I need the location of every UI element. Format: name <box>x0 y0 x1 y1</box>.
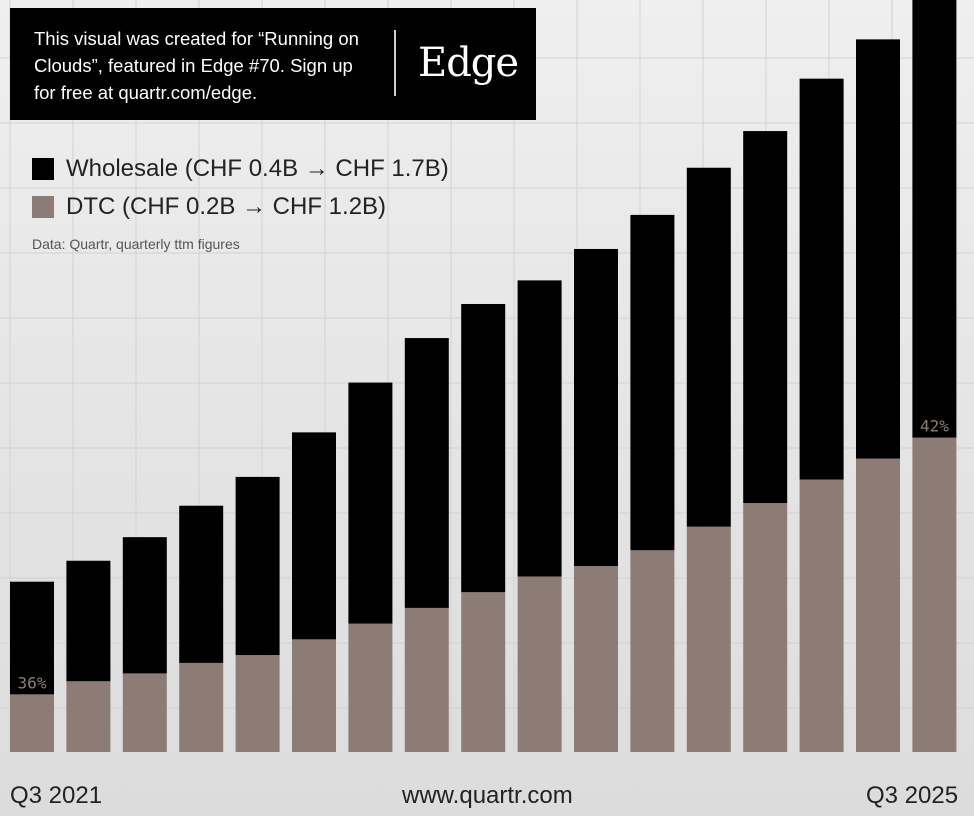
bar-wholesale <box>235 476 280 656</box>
website-link[interactable]: www.quartr.com <box>402 782 573 809</box>
promo-banner: This visual was created for “Running on … <box>10 8 536 120</box>
bar-dtc <box>517 576 562 752</box>
bar-dtc <box>179 662 224 752</box>
banner-divider <box>394 30 396 96</box>
bar-dtc <box>856 458 900 752</box>
x-axis-end-label: Q3 2025 <box>866 782 959 809</box>
bar-dtc <box>10 694 54 752</box>
bar-wholesale <box>630 214 675 551</box>
bar-dtc <box>122 673 167 752</box>
bar-wholesale <box>122 537 167 674</box>
bar-dtc <box>686 526 731 752</box>
bar-dtc <box>574 565 618 752</box>
bar-dtc <box>292 639 336 752</box>
bar-wholesale <box>292 432 336 640</box>
bar-dtc <box>461 592 506 752</box>
bar-wholesale <box>517 280 562 577</box>
bars <box>10 0 957 752</box>
legend: Wholesale (CHF 0.4B → CHF 1.7B) DTC (CHF… <box>32 150 449 226</box>
bar-wholesale <box>348 382 393 624</box>
bar-dtc <box>66 681 111 752</box>
banner-text: This visual was created for “Running on … <box>34 28 359 103</box>
bar-wholesale <box>404 338 449 608</box>
bar-dtc <box>630 550 675 752</box>
bar-wholesale <box>743 131 788 504</box>
bar-dtc <box>743 503 788 752</box>
legend-swatch-dtc <box>32 196 54 218</box>
bar-dtc <box>348 623 393 752</box>
bar-wholesale <box>66 560 111 682</box>
bar-wholesale <box>686 167 731 527</box>
bar-wholesale <box>10 581 54 695</box>
share-label: 36% <box>18 673 47 692</box>
bar-dtc <box>404 607 449 752</box>
bar-dtc <box>912 437 957 752</box>
bar-wholesale <box>799 78 844 480</box>
data-labels: 36% 42% <box>18 417 950 693</box>
legend-label-wholesale: Wholesale (CHF 0.4B → CHF 1.7B) <box>66 155 449 182</box>
legend-item-dtc: DTC (CHF 0.2B → CHF 1.2B) <box>32 188 449 226</box>
bar-dtc <box>235 655 280 752</box>
share-label: 42% <box>920 417 949 436</box>
legend-item-wholesale: Wholesale (CHF 0.4B → CHF 1.7B) <box>32 150 449 188</box>
source-note: Data: Quartr, quarterly ttm figures <box>32 236 240 252</box>
legend-swatch-wholesale <box>32 158 54 180</box>
legend-label-dtc: DTC (CHF 0.2B → CHF 1.2B) <box>66 193 387 220</box>
bar-dtc <box>799 479 844 752</box>
bar-wholesale <box>856 39 900 459</box>
edge-logo: Edge <box>418 40 519 86</box>
bar-wholesale <box>179 505 224 663</box>
x-axis-start-label: Q3 2021 <box>10 782 103 809</box>
bar-wholesale <box>574 248 618 566</box>
bar-wholesale <box>912 0 957 438</box>
bar-wholesale <box>461 303 506 593</box>
